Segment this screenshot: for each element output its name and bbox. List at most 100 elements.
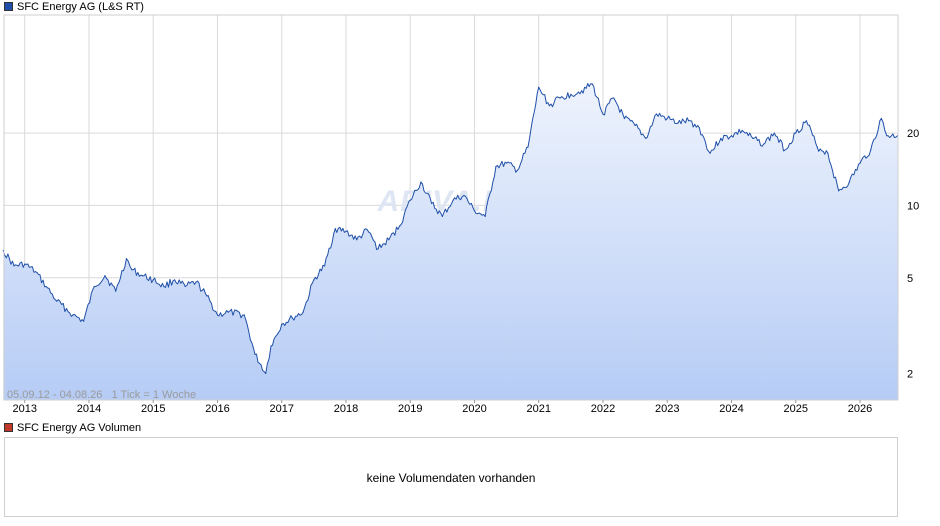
price-point: [83, 320, 85, 322]
x-tick-label: 2014: [77, 403, 101, 415]
price-point: [538, 86, 540, 88]
price-point: [72, 314, 74, 316]
volume-legend-swatch: [4, 423, 13, 432]
price-point: [265, 372, 267, 374]
price-legend: SFC Energy AG (L&S RT): [4, 0, 144, 14]
price-point: [431, 202, 433, 204]
price-point: [195, 281, 197, 283]
price-point: [741, 129, 743, 132]
price-point: [473, 210, 476, 212]
price-point: [516, 169, 518, 171]
price-point: [366, 229, 368, 231]
price-point: [870, 149, 872, 151]
price-point: [409, 199, 411, 201]
x-tick-label: 2022: [591, 403, 615, 415]
price-point: [666, 117, 668, 120]
price-point: [356, 239, 358, 241]
price-point: [773, 132, 775, 134]
price-point: [131, 269, 133, 271]
price-point: [441, 215, 443, 217]
price-point: [570, 93, 572, 95]
price-point: [559, 97, 561, 99]
x-tick-label: 2013: [12, 403, 36, 415]
price-point: [880, 117, 883, 120]
price-point: [398, 225, 401, 227]
price-point: [613, 97, 615, 99]
date-range-info: 05.09.12 - 04.08.26 1 Tick = 1 Woche: [7, 389, 196, 401]
x-tick-label: 2015: [141, 403, 165, 415]
price-point: [56, 300, 58, 302]
price-point: [763, 143, 765, 145]
price-point: [152, 279, 154, 281]
price-area: [3, 83, 898, 400]
y-tick-label: 10: [907, 200, 919, 212]
price-point: [324, 265, 326, 267]
price-point: [602, 113, 604, 115]
price-point: [484, 215, 486, 217]
x-tick-label: 2020: [462, 403, 486, 415]
x-tick-label: 2023: [655, 403, 679, 415]
price-point: [388, 239, 390, 241]
price-point: [698, 127, 701, 129]
price-point: [206, 295, 208, 297]
price-point: [623, 117, 626, 120]
volume-empty-message: keine Volumendaten vorhanden: [366, 471, 536, 485]
x-tick-label: 2021: [526, 403, 550, 415]
price-point: [34, 271, 37, 273]
price-point: [141, 275, 144, 277]
x-tick-label: 2018: [334, 403, 358, 415]
plot-border: [3, 14, 899, 401]
price-point: [452, 199, 454, 201]
price-point: [827, 152, 829, 154]
price-point: [270, 345, 272, 347]
y-tick-label: 2: [907, 368, 913, 380]
price-point: [688, 120, 690, 122]
price-point: [163, 285, 165, 288]
price-point: [677, 122, 679, 124]
volume-legend-label: SFC Energy AG Volumen: [17, 422, 142, 434]
price-point: [115, 290, 117, 292]
x-tick-label: 2024: [719, 403, 743, 415]
price-point: [816, 146, 818, 148]
price-point: [227, 311, 229, 313]
price-point: [581, 90, 583, 92]
x-tick-label: 2017: [269, 403, 293, 415]
price-point: [527, 146, 529, 148]
price-point: [345, 230, 347, 232]
price-point: [655, 113, 658, 115]
price-point: [859, 162, 861, 164]
x-tick-label: 2025: [783, 403, 807, 415]
price-point: [495, 166, 497, 168]
price-point: [281, 323, 283, 325]
price-point: [13, 265, 15, 267]
price-point: [420, 181, 422, 183]
price-point: [709, 152, 711, 154]
price-point: [302, 311, 304, 313]
price-point: [174, 279, 176, 281]
price-point: [720, 137, 722, 139]
price-point: [254, 353, 256, 355]
price-point: [291, 317, 293, 319]
price-point: [184, 285, 186, 288]
price-legend-label: SFC Energy AG (L&S RT): [17, 1, 144, 13]
price-point: [730, 135, 733, 137]
price-point: [645, 137, 647, 139]
price-point: [795, 132, 797, 134]
price-point: [313, 279, 315, 281]
y-tick-label: 20: [907, 128, 919, 140]
price-point: [752, 137, 754, 139]
price-point: [634, 124, 636, 127]
price-point: [125, 258, 127, 260]
price-point: [24, 263, 26, 265]
price-point: [784, 149, 786, 151]
volume-panel: keine Volumendaten vorhanden: [4, 437, 898, 517]
volume-legend: SFC Energy AG Volumen: [4, 421, 141, 435]
x-tick-label: 2016: [205, 403, 229, 415]
price-point: [838, 190, 840, 192]
price-point: [506, 162, 508, 164]
x-tick-label: 2026: [848, 403, 872, 415]
price-point: [548, 105, 551, 107]
price-point: [243, 314, 245, 316]
price-point: [463, 194, 465, 197]
